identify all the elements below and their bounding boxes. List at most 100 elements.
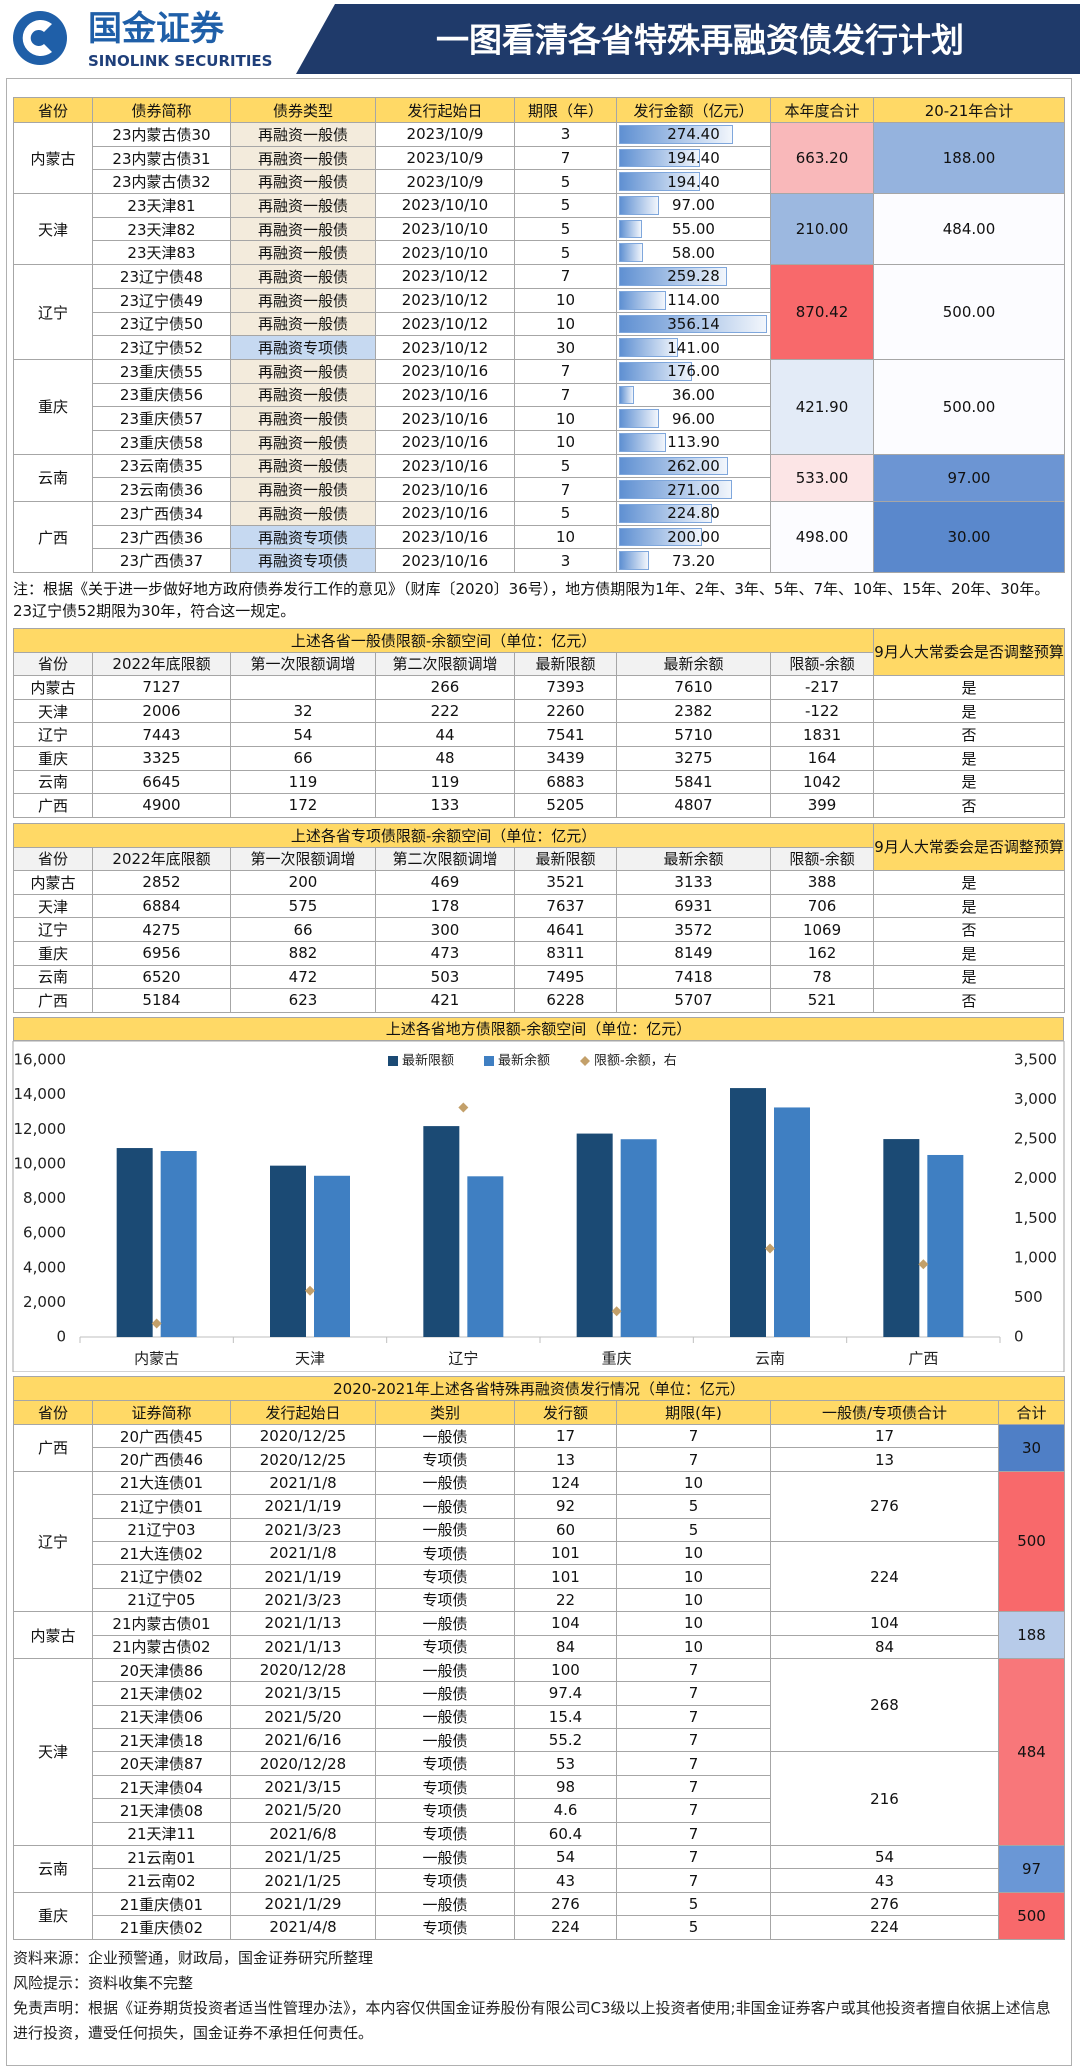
subtotal: 268 [770,1657,999,1753]
category: 专项债 [375,1868,515,1893]
cell: 623 [230,988,376,1013]
cell: 3439 [514,745,617,771]
amount-bar [619,314,767,334]
province: 内蒙古 [13,121,93,195]
amount: 100 [514,1657,617,1683]
bond-name: 21云南02 [92,1868,231,1893]
column-header: 债券简称 [92,97,231,123]
issue-date: 2021/4/8 [230,1915,376,1940]
logo-shape [22,20,52,56]
bar [116,1148,153,1337]
note: 注：根据《关于进一步做好地方政府债券发行工作的意见》（财库〔2020〕36号），… [13,580,1050,620]
bond-name: 23天津81 [92,193,231,218]
cell: 5205 [514,793,617,818]
bond-name: 23云南债36 [92,477,231,502]
y2-tick-label: 0 [1014,1328,1024,1346]
year-total: 533.00 [770,453,874,503]
column-header: 第二次限额调增 [375,651,515,677]
y2-tick-label: 500 [1014,1288,1043,1306]
y2-tick-label: 2,500 [1014,1130,1057,1148]
bond-row: 23辽宁债50 再融资一般债 2023/10/12 10 356.14 [14,311,1065,337]
cell: 是 [873,893,1066,919]
history-table: 2020-2021年上述各省特殊再融资债发行情况（单位：亿元） 省份 证券简称 发行起… [12,1376,1066,1940]
bond-name: 23重庆债57 [92,406,231,431]
cell: 天津 [13,893,93,919]
bond-name: 21天津债02 [92,1681,231,1706]
legend-marker [580,1056,590,1066]
bar [160,1151,197,1337]
subtotal: 43 [770,1868,999,1893]
bond-type: 再融资一般债 [230,122,376,147]
cell: 119 [375,769,515,795]
cell: 2382 [616,698,771,724]
legend-label: 限额-余额，右 [594,1053,677,1069]
column-header: 发行起始日 [375,97,515,123]
year-total: 870.42 [770,264,874,360]
bond-type: 再融资一般债 [230,453,376,479]
cell: 133 [375,793,515,818]
cell: 5841 [616,769,771,795]
bond-name: 21云南01 [92,1845,231,1870]
column-header: 省份 [13,651,93,677]
bond-name: 23重庆债58 [92,429,231,455]
bond-row: 23广西债36 再融资专项债 2023/10/16 10 200.00 [14,524,1065,550]
cell: 2852 [92,870,231,895]
cell: 266 [375,675,515,700]
cell: 3325 [92,745,231,771]
amount-bar [619,361,693,381]
term: 10 [514,406,617,431]
year-total: 421.90 [770,358,874,455]
term: 7 [616,1728,771,1753]
amount-cell: 58.00 [616,240,771,266]
amount-label: 271.00 [667,480,720,499]
amount: 104 [514,1611,617,1636]
bond-name: 23天津83 [92,240,231,266]
bond-name: 21天津债18 [92,1728,231,1753]
chart-border [12,1041,1065,1372]
header-row: 省份 债券简称 债券类型 发行起始日 期限（年） 发行金额（亿元） 本年度合计 20-21年合… [13,97,1065,123]
bond-row: 21大连债02 2021/1/8 专项债 101 10 224 [14,1540,1065,1613]
year-total: 663.20 [770,121,874,195]
amount-cell: 262.00 [616,453,771,479]
bond-row: 21辽宁05 2021/3/23 专项债 22 10 [14,1587,1065,1613]
amount-label: 200.00 [667,528,720,547]
bond-name: 23内蒙古债32 [92,169,231,195]
issue-date: 2021/1/13 [230,1634,376,1659]
category: 专项债 [375,1540,515,1566]
x-tick-label: 内蒙古 [134,1350,179,1368]
cell: 6931 [616,893,771,919]
issue-date: 2021/5/20 [230,1798,376,1823]
term: 10 [616,1540,771,1566]
category: 专项债 [375,1564,515,1589]
cell: 162 [769,940,875,966]
subtotal: 224 [770,1540,999,1613]
amount: 60 [514,1517,617,1542]
cell: 云南 [13,769,93,795]
cell: 575 [230,893,376,919]
bond-name: 20天津债86 [92,1657,231,1683]
legend-marker [484,1056,494,1066]
risk: 风险提示：资料收集不完整 [13,1974,194,1992]
term: 30 [514,335,617,360]
issue-date: 2023/10/12 [375,264,515,289]
amount: 276 [514,1891,617,1917]
cell: 3521 [514,870,617,895]
bond-row: 内蒙古 21内蒙古债01 2021/1/13 一般债 104 10 104 188 [13,1611,1066,1659]
term: 7 [616,1798,771,1823]
cell: 6228 [514,988,617,1013]
category: 一般债 [375,1845,515,1870]
question-header: 9月人大常委会是否调整预算 [873,822,1066,872]
bond-row: 云南 23云南债35 再融资一般债 2023/10/16 5 262.00 533.00 97… [13,453,1065,503]
amount-bar [619,243,644,263]
cell: 7541 [514,722,617,747]
bond-name: 21内蒙古债02 [92,1634,231,1659]
bond-type: 再融资一般债 [230,477,376,502]
subtotal: 54 [770,1845,999,1870]
cell: 172 [230,793,376,818]
amount-bar [619,338,678,357]
total-2021: 484.00 [873,193,1065,266]
bond-type: 再融资一般债 [230,358,376,384]
bond-type: 再融资专项债 [230,548,376,574]
header: 国金证券 SINOLINK SECURITIES 一图看清各省特殊再融资债发行计… [13,4,1080,74]
y-tick-label: 10,000 [14,1154,67,1172]
